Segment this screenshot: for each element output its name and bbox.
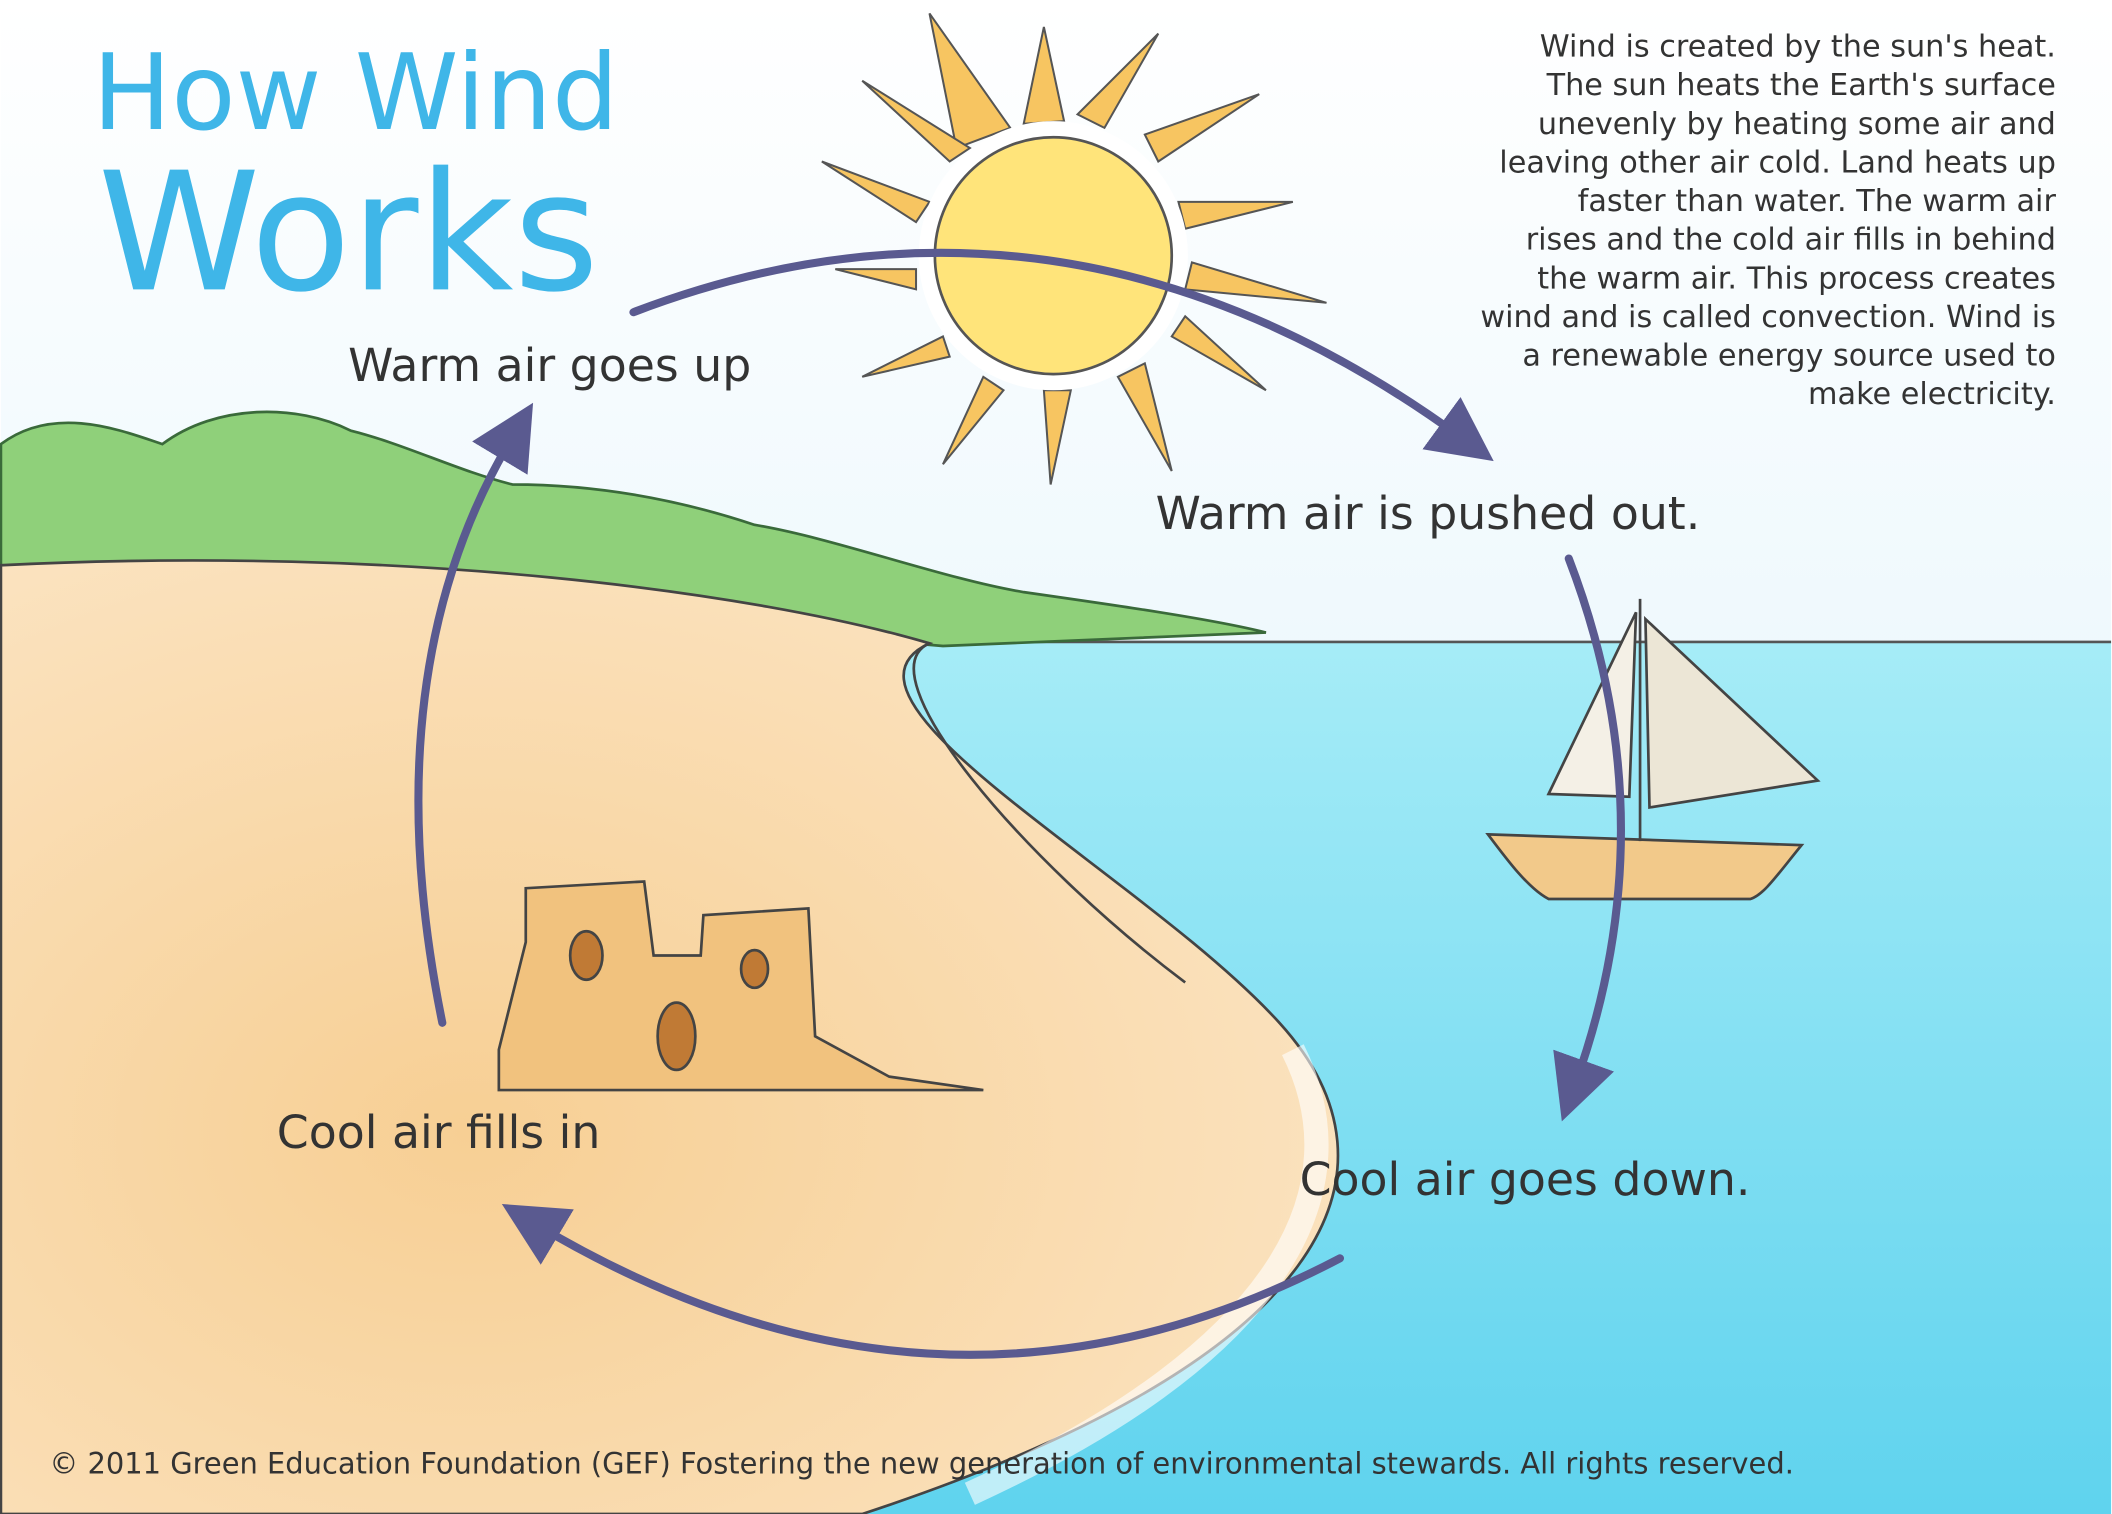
- description-line: rises and the cold air fills in behind: [1526, 223, 2056, 258]
- label: Warm air is pushed out.: [1156, 487, 1701, 540]
- description-line: a renewable energy source used to: [1522, 339, 2056, 374]
- illustration: How Wind Works Wind is created by the su…: [0, 0, 2112, 1514]
- description-line: the warm air. This process creates: [1537, 261, 2056, 296]
- footer: © 2011 Green Education Foundation (GEF) …: [49, 1447, 1794, 1481]
- description-line: Wind is created by the sun's heat.: [1540, 30, 2056, 65]
- label: Cool air goes down.: [1300, 1153, 1751, 1206]
- description-line: wind and is called convection. Wind is: [1480, 300, 2056, 335]
- title-line-1: How Wind: [92, 32, 618, 154]
- description-line: faster than water. The warm air: [1578, 184, 2057, 219]
- description-line: make electricity.: [1808, 377, 2056, 412]
- description-line: unevenly by heating some air and: [1538, 107, 2056, 142]
- description-line: The sun heats the Earth's surface: [1546, 68, 2056, 103]
- label: Warm air goes up: [348, 339, 751, 392]
- title-line-2: Works: [98, 137, 599, 328]
- label: Cool air fills in: [277, 1106, 601, 1159]
- description-line: leaving other air cold. Land heats up: [1499, 145, 2056, 180]
